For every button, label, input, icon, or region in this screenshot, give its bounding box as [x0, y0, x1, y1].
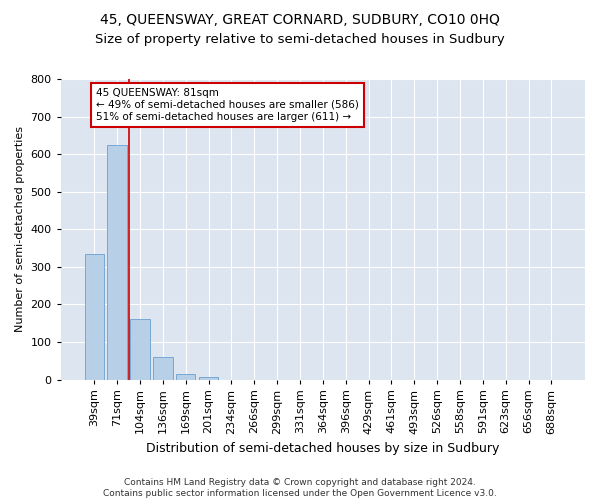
Bar: [199, 378, 218, 380]
Bar: [153, 357, 173, 380]
Bar: [85, 254, 104, 380]
Bar: [107, 144, 127, 380]
Text: 45, QUEENSWAY, GREAT CORNARD, SUDBURY, CO10 0HQ: 45, QUEENSWAY, GREAT CORNARD, SUDBURY, C…: [100, 12, 500, 26]
Text: Contains HM Land Registry data © Crown copyright and database right 2024.
Contai: Contains HM Land Registry data © Crown c…: [103, 478, 497, 498]
Y-axis label: Number of semi-detached properties: Number of semi-detached properties: [15, 126, 25, 332]
Text: 45 QUEENSWAY: 81sqm
← 49% of semi-detached houses are smaller (586)
51% of semi-: 45 QUEENSWAY: 81sqm ← 49% of semi-detach…: [96, 88, 359, 122]
Bar: [176, 374, 196, 380]
Bar: [130, 320, 149, 380]
X-axis label: Distribution of semi-detached houses by size in Sudbury: Distribution of semi-detached houses by …: [146, 442, 500, 455]
Text: Size of property relative to semi-detached houses in Sudbury: Size of property relative to semi-detach…: [95, 32, 505, 46]
